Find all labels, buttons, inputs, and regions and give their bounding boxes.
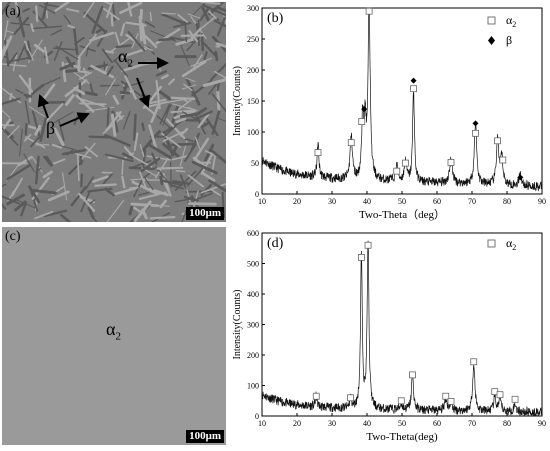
alpha2-peak-marker — [348, 395, 354, 401]
plot-frame — [262, 233, 542, 416]
micrograph-c: (c) α2 100μm — [2, 227, 226, 445]
y-tick-label: 0 — [255, 190, 259, 199]
y-tick-label: 0 — [255, 412, 259, 421]
scale-bar-c: 100μm — [186, 430, 224, 443]
x-tick-label: 60 — [433, 419, 441, 428]
alpha2-peak-marker — [359, 119, 365, 125]
y-tick-label: 200 — [247, 351, 259, 360]
alpha2-peak-marker — [315, 150, 321, 156]
y-tick-label: 600 — [247, 229, 259, 238]
legend-diamond-icon — [488, 36, 495, 45]
legend-square-icon — [488, 240, 495, 247]
x-tick-label: 70 — [468, 419, 476, 428]
y-tick-label: 400 — [247, 290, 259, 299]
x-tick-label: 20 — [293, 419, 301, 428]
xrd-chart-b: 10 20 30 40 50 60 70 80 90 0 50 100 150 200 250 300 Two-… — [228, 2, 548, 224]
panel-label-c: (c) — [5, 229, 21, 245]
x-tick-label: 30 — [328, 197, 336, 206]
x-tick-label: 40 — [363, 419, 371, 428]
x-tick-label: 10 — [258, 197, 266, 206]
panel-label: (d) — [267, 236, 284, 251]
y-axis-label: Intensity(Counts) — [232, 66, 243, 136]
y-tick-label: 100 — [247, 128, 259, 137]
x-tick-label: 80 — [503, 419, 511, 428]
x-axis-label: Two-Theta（deg） — [359, 208, 445, 221]
x-axis-label: Two-Theta(deg) — [366, 431, 438, 443]
y-tick-label: 300 — [247, 321, 259, 330]
x-tick-label: 50 — [398, 197, 406, 206]
micrograph-a: (a) α2 β 100μm — [2, 2, 226, 222]
alpha2-label-c: α2 — [106, 319, 121, 343]
x-tick-label: 60 — [433, 197, 441, 206]
alpha2-peak-marker — [366, 8, 372, 14]
alpha2-peak-marker — [512, 396, 518, 402]
alpha2-peak-marker — [411, 86, 417, 92]
x-tick-label: 10 — [258, 419, 266, 428]
plot-frame — [262, 8, 542, 194]
arrow-down — [137, 78, 148, 106]
chart-b-svg: 10 20 30 40 50 60 70 80 90 0 50 100 150 200 250 300 Two-… — [228, 2, 548, 224]
x-tick-label: 50 — [398, 419, 406, 428]
y-tick-label: 500 — [247, 260, 259, 269]
y-tick-label: 50 — [251, 159, 259, 168]
alpha2-peak-marker — [348, 140, 354, 146]
alpha2-peak-marker — [313, 393, 319, 399]
alpha2-peak-marker — [500, 157, 506, 163]
alpha2-peak-marker — [471, 359, 477, 365]
y-tick-label: 100 — [247, 382, 259, 391]
panel-label: (b) — [267, 11, 284, 26]
alpha2-peak-marker — [398, 398, 404, 404]
alpha2-peak-marker — [410, 372, 416, 378]
alpha2-peak-marker — [495, 138, 501, 144]
xrd-pattern — [262, 241, 542, 416]
y-tick-label: 150 — [247, 97, 259, 106]
legend-label: β — [506, 33, 512, 47]
y-tick-label: 200 — [247, 66, 259, 75]
alpha2-peak-marker — [403, 160, 409, 166]
arrow-up-left — [40, 96, 48, 118]
alpha2-peak-marker — [358, 254, 364, 260]
alpha2-peak-marker — [448, 398, 454, 404]
y-axis-label: Intensity(Counts) — [232, 290, 243, 360]
y-tick-label: 250 — [247, 35, 259, 44]
x-tick-label: 90 — [538, 197, 546, 206]
chart-d-svg: 10 20 30 40 50 60 70 80 90 0 100 200 300 400 500 600 Two… — [228, 227, 548, 446]
arrow-annotations — [2, 2, 226, 222]
scale-bar-a: 100μm — [186, 207, 224, 220]
y-tick-label: 300 — [247, 4, 259, 13]
xrd-chart-d: 10 20 30 40 50 60 70 80 90 0 100 200 300 400 500 600 Two… — [228, 227, 548, 446]
x-tick-label: 40 — [363, 197, 371, 206]
x-tick-label: 80 — [503, 197, 511, 206]
alpha2-peak-marker — [365, 242, 371, 248]
x-tick-label: 20 — [293, 197, 301, 206]
alpha2-peak-marker — [394, 168, 400, 174]
x-tick-label: 90 — [538, 419, 546, 428]
legend-label: α2 — [506, 13, 516, 29]
x-tick-label: 70 — [468, 197, 476, 206]
arrow-right-b — [60, 114, 88, 126]
legend-label: α2 — [506, 236, 516, 252]
alpha2-peak-marker — [497, 392, 503, 398]
beta-peak-marker — [473, 120, 479, 126]
beta-peak-marker — [411, 78, 417, 84]
alpha2-peak-marker — [448, 159, 454, 165]
alpha2-peak-marker — [473, 130, 479, 136]
legend-square-icon — [488, 17, 495, 24]
x-tick-label: 30 — [328, 419, 336, 428]
